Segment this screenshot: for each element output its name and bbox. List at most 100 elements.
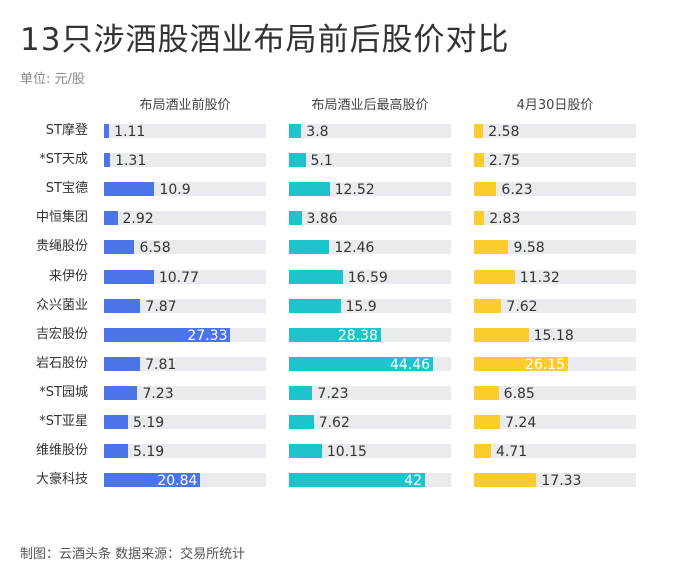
bar-s2-9 <box>474 385 499 400</box>
bar-track <box>289 240 451 255</box>
bar-value-label: 2.75 <box>488 153 521 170</box>
bar-track <box>104 444 266 459</box>
bar-s2-12 <box>474 473 537 488</box>
bar-track <box>289 415 451 429</box>
bar-s0-8 <box>104 356 141 371</box>
category-label: ST宝德 <box>45 181 88 197</box>
bar-value-label: 10.15 <box>326 444 367 461</box>
bar-s2-7 <box>474 327 529 342</box>
bar-s1-6 <box>289 298 341 313</box>
bar-s0-12 <box>104 473 201 488</box>
bar-s2-4 <box>474 240 509 255</box>
bar-value-label: 10.9 <box>159 182 191 199</box>
bar-s0-0 <box>104 124 110 138</box>
bar-track <box>474 182 636 197</box>
category-label: 维维股份 <box>35 443 88 459</box>
bar-value-label: 6.23 <box>501 182 533 199</box>
bar-s1-10 <box>289 415 314 429</box>
bar-value-label: 2.83 <box>489 211 521 228</box>
bar-track <box>104 124 266 138</box>
category-label: ST摩登 <box>45 123 88 138</box>
bar-value-label: 12.46 <box>334 240 375 257</box>
bar-track <box>104 211 266 226</box>
bar-value-label: 7.23 <box>317 385 349 402</box>
bar-s1-3 <box>289 211 302 226</box>
bar-s2-3 <box>474 211 485 226</box>
unit-label: 单位: 元/股 <box>20 72 85 87</box>
category-label: *ST天成 <box>39 152 88 168</box>
bar-track <box>474 298 636 313</box>
bar-value-label: 7.62 <box>506 298 538 315</box>
bar-s2-5 <box>474 269 515 284</box>
bar-track <box>104 298 266 313</box>
bar-s1-11 <box>289 444 322 459</box>
bar-track <box>474 240 636 255</box>
bar-value-label: 5.19 <box>133 444 165 461</box>
footer-credit: 制图：云酒头条 数据来源：交易所统计 <box>20 547 246 562</box>
bar-value-label: 6.85 <box>503 385 535 402</box>
category-label: *ST亚星 <box>39 414 88 429</box>
bar-track <box>104 240 266 255</box>
bar-value-label: 7.24 <box>505 415 537 431</box>
bar-value-label: 2.58 <box>488 124 520 140</box>
bar-value-label: 42 <box>404 473 423 490</box>
bar-value-label: 3.86 <box>306 211 338 228</box>
bar-s0-10 <box>104 415 129 429</box>
bar-s1-5 <box>289 269 343 284</box>
bar-s1-1 <box>289 153 306 168</box>
bar-value-label: 20.84 <box>157 473 198 490</box>
chart-title: 13只涉酒股酒业布局前后股价对比 <box>20 22 510 58</box>
bar-s2-11 <box>474 444 491 459</box>
bar-value-label: 6.58 <box>139 240 171 257</box>
bar-s2-2 <box>474 182 497 197</box>
bar-value-label: 7.62 <box>318 415 350 431</box>
category-label: 众兴菌业 <box>35 297 88 313</box>
bar-track <box>474 153 636 168</box>
bar-value-label: 27.33 <box>187 327 228 344</box>
bar-s1-7 <box>289 327 381 342</box>
bar-s0-9 <box>104 385 138 400</box>
series-header-0: 布局酒业前股价 <box>139 98 231 113</box>
bar-value-label: 17.33 <box>541 473 582 490</box>
bar-value-label: 5.19 <box>133 415 165 431</box>
bar-s2-10 <box>474 415 501 429</box>
category-label: 中恒集团 <box>35 210 88 226</box>
bar-value-label: 3.8 <box>306 124 329 140</box>
bar-s1-9 <box>289 385 313 400</box>
series-header-2: 4月30日股价 <box>516 98 594 113</box>
bar-value-label: 1.31 <box>115 153 147 170</box>
category-label: 来伊份 <box>48 268 88 284</box>
bar-track <box>474 124 636 138</box>
bar-s0-11 <box>104 444 129 459</box>
bar-value-label: 10.77 <box>158 269 199 286</box>
bar-s2-0 <box>474 124 484 138</box>
bar-track <box>474 415 636 429</box>
bar-value-label: 11.32 <box>519 269 560 286</box>
category-label: 岩石股份 <box>35 355 88 371</box>
bar-track <box>104 356 266 371</box>
bar-s1-0 <box>289 124 302 138</box>
bar-track <box>474 385 636 400</box>
series-header-1: 布局酒业后最高股价 <box>311 98 429 113</box>
bar-s0-4 <box>104 240 135 255</box>
bar-s2-1 <box>474 153 484 168</box>
bar-value-label: 9.58 <box>513 240 545 257</box>
bar-value-label: 4.71 <box>495 444 528 461</box>
bar-value-label: 26.15 <box>525 356 566 373</box>
bar-value-label: 12.52 <box>334 182 375 199</box>
bar-value-label: 5.1 <box>310 153 333 170</box>
bar-value-label: 28.38 <box>337 327 378 344</box>
bar-track <box>289 444 451 459</box>
bar-track <box>289 385 451 400</box>
bar-value-label: 2.92 <box>122 211 154 228</box>
bar-s0-6 <box>104 298 141 313</box>
category-label: *ST园城 <box>39 384 88 400</box>
bar-value-label: 7.87 <box>145 298 177 315</box>
bar-s1-2 <box>289 182 330 197</box>
bar-s0-7 <box>104 327 231 342</box>
bar-s0-2 <box>104 182 155 197</box>
bar-value-label: 15.9 <box>345 298 377 315</box>
bar-s0-1 <box>104 153 111 168</box>
bar-value-label: 44.46 <box>389 356 431 373</box>
bar-s1-4 <box>289 240 330 255</box>
